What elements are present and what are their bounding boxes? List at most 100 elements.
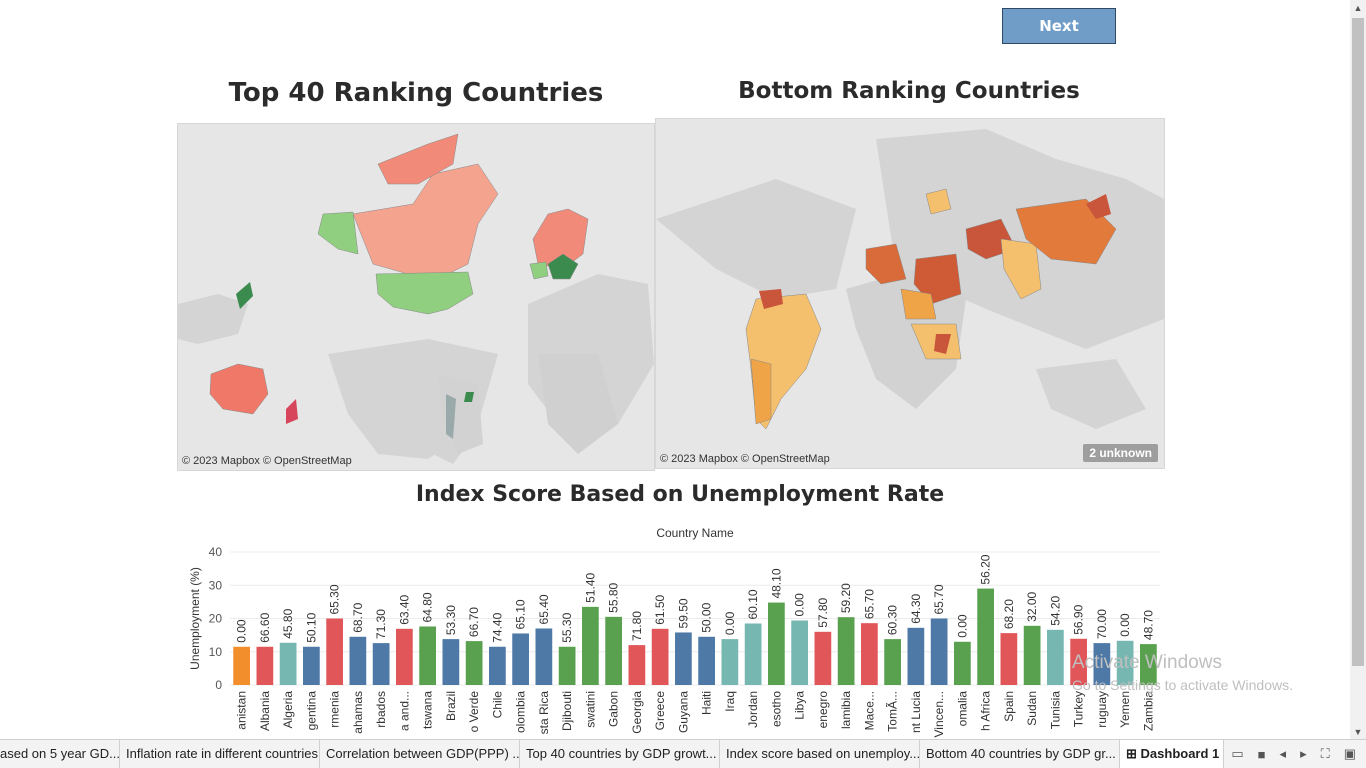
bar-value-label: 68.20 xyxy=(1002,599,1016,629)
tab-bottom-40-gdp[interactable]: Bottom 40 countries by GDP gr... xyxy=(920,740,1120,768)
bar[interactable] xyxy=(396,628,413,685)
bar[interactable] xyxy=(326,618,343,686)
y-tick-label: 20 xyxy=(209,612,223,626)
bar[interactable] xyxy=(628,645,646,685)
next-button[interactable]: Next xyxy=(1002,8,1116,44)
bar-value-label: 50.10 xyxy=(304,612,318,642)
bar[interactable] xyxy=(977,588,994,685)
category-label: a and... xyxy=(397,691,411,731)
bar[interactable] xyxy=(907,627,925,685)
bar[interactable] xyxy=(1070,638,1087,685)
top-map-canvas xyxy=(178,124,654,470)
bar-value-label: 65.10 xyxy=(514,599,528,629)
sheet-tab-bar: ased on 5 year GD... Inflation rate in d… xyxy=(0,739,1366,768)
top-map[interactable]: © 2023 Mapbox © OpenStreetMap xyxy=(177,123,655,471)
category-label: Brazil xyxy=(444,691,458,721)
bar[interactable] xyxy=(675,632,692,685)
show-tabs-icon[interactable]: ■ xyxy=(1257,746,1266,762)
alaska-shape xyxy=(317,211,359,255)
category-label: Gabon xyxy=(607,691,621,727)
category-label: Tunisia xyxy=(1048,691,1062,730)
show-filmstrip-icon[interactable]: ▭ xyxy=(1231,746,1244,761)
bar-value-label: 66.60 xyxy=(258,612,272,642)
fullscreen-icon[interactable]: ⛶ xyxy=(1320,746,1330,761)
y-tick-label: 30 xyxy=(209,578,223,592)
bar-value-label: 51.40 xyxy=(583,573,597,603)
next-sheet-icon[interactable]: ▸ xyxy=(1300,746,1307,761)
bar-value-label: 65.70 xyxy=(862,589,876,619)
bar[interactable] xyxy=(442,639,460,685)
y-tick-label: 10 xyxy=(209,645,223,659)
category-label: ruguay xyxy=(1095,691,1109,728)
unknown-badge[interactable]: 2 unknown xyxy=(1083,444,1158,462)
bar[interactable] xyxy=(837,617,855,685)
bar[interactable] xyxy=(814,631,832,685)
scrollbar-thumb[interactable] xyxy=(1352,18,1364,666)
bar[interactable] xyxy=(791,620,808,685)
category-label: Greece xyxy=(653,691,667,731)
bar[interactable] xyxy=(768,602,785,685)
category-label: rmenia xyxy=(328,691,342,728)
bar[interactable] xyxy=(744,623,762,685)
bar[interactable] xyxy=(582,606,599,685)
tab-top-40-gdp[interactable]: Top 40 countries by GDP growt... xyxy=(520,740,720,768)
bottom-map-canvas xyxy=(656,119,1164,468)
bar[interactable] xyxy=(512,633,529,685)
tab-inflation-rate[interactable]: Inflation rate in different countries xyxy=(120,740,320,768)
bar[interactable] xyxy=(465,641,483,685)
bar[interactable] xyxy=(1140,644,1157,685)
canada-shape xyxy=(352,163,499,275)
category-label: ahamas xyxy=(351,691,365,734)
tab-index-unemployment[interactable]: Index score based on unemploy... xyxy=(720,740,920,768)
bar[interactable] xyxy=(884,639,901,685)
bar[interactable] xyxy=(419,626,436,685)
bar[interactable] xyxy=(861,623,878,685)
bar[interactable] xyxy=(256,646,274,685)
bar-value-label: 65.70 xyxy=(932,584,946,614)
bar-value-label: 59.20 xyxy=(839,583,853,613)
bar[interactable] xyxy=(1093,643,1111,685)
usa-shape xyxy=(375,271,474,315)
bar[interactable] xyxy=(279,642,297,685)
category-label: olombia xyxy=(514,691,528,733)
bar[interactable] xyxy=(721,639,739,685)
bar[interactable] xyxy=(1116,640,1134,685)
bar-value-label: 0.00 xyxy=(1118,613,1132,637)
bar[interactable] xyxy=(1047,629,1064,685)
tab-dashboard-1[interactable]: ⊞ Dashboard 1 xyxy=(1120,740,1224,768)
bar[interactable] xyxy=(233,646,250,685)
previous-sheet-icon[interactable]: ◂ xyxy=(1279,746,1287,761)
tab-gdp-5-year[interactable]: ased on 5 year GD... xyxy=(0,740,120,768)
bottom-map-title: Bottom Ranking Countries xyxy=(738,78,1080,104)
category-label: nt Lucia xyxy=(909,691,923,733)
top-map-title: Top 40 Ranking Countries xyxy=(228,78,604,108)
category-label: o Verde xyxy=(467,691,481,733)
bar[interactable] xyxy=(954,641,971,685)
bar[interactable] xyxy=(930,618,948,686)
scroll-down-icon[interactable]: ▼ xyxy=(1353,727,1363,737)
category-label: enegro xyxy=(816,691,830,729)
category-label: Albania xyxy=(258,691,272,731)
bar[interactable] xyxy=(651,628,669,685)
bar-value-label: 71.80 xyxy=(630,611,644,641)
bar-value-label: 55.30 xyxy=(560,612,574,642)
scroll-up-icon[interactable]: ▲ xyxy=(1353,3,1363,13)
bar[interactable] xyxy=(605,616,622,685)
vertical-scrollbar[interactable]: ▲ ▼ xyxy=(1350,0,1366,740)
present-icon[interactable]: ▣ xyxy=(1343,746,1356,761)
bottom-map[interactable]: © 2023 Mapbox © OpenStreetMap 2 unknown xyxy=(655,118,1165,469)
bar[interactable] xyxy=(489,646,506,685)
category-label: Djibouti xyxy=(560,691,574,731)
bar[interactable] xyxy=(535,628,553,685)
bar[interactable] xyxy=(303,646,320,685)
category-label: Sudan xyxy=(1025,691,1039,726)
bar[interactable] xyxy=(372,643,390,685)
bar[interactable] xyxy=(1023,625,1041,685)
bar-value-label: 74.40 xyxy=(490,612,504,642)
bar[interactable] xyxy=(1000,633,1018,685)
bar-value-label: 56.90 xyxy=(1072,604,1086,634)
bar[interactable] xyxy=(698,636,715,685)
tab-correlation-gdp[interactable]: Correlation between GDP(PPP) ... xyxy=(320,740,520,768)
bar[interactable] xyxy=(558,646,576,685)
bar[interactable] xyxy=(349,636,367,685)
